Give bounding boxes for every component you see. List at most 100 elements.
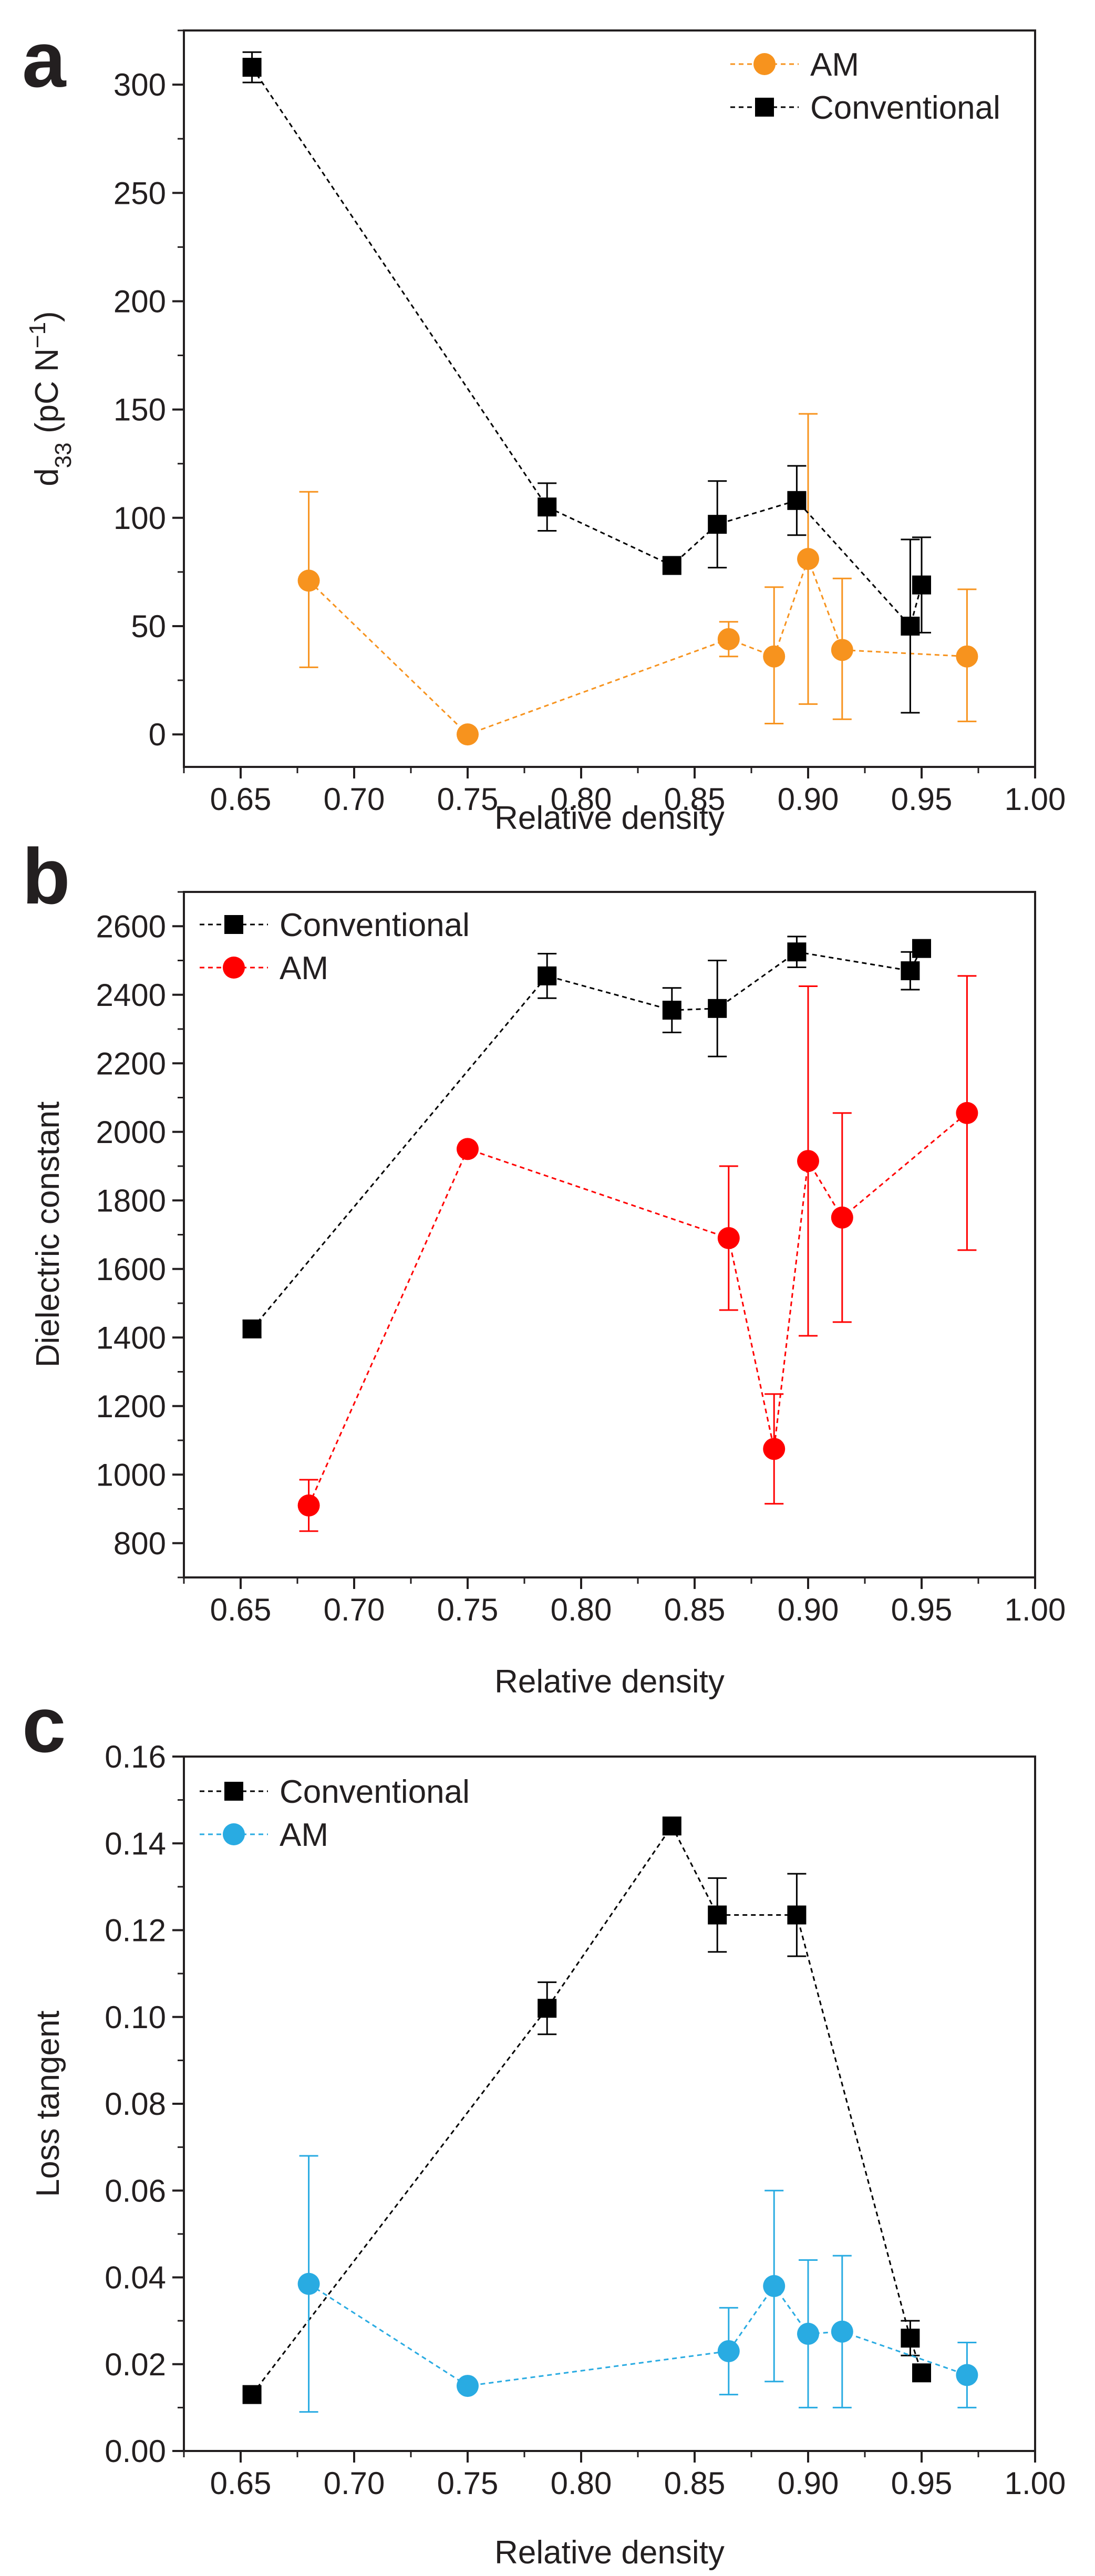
point-am-b xyxy=(831,1206,853,1229)
plot-a: 0.65 0.70 0.75 0.80 0.85 0.90 0.95 1.00 0 50 100 15… xyxy=(113,29,1066,817)
point-conventional-c xyxy=(708,1905,727,1925)
point-am-c xyxy=(763,2275,786,2298)
series-line-conventional-b xyxy=(251,948,923,1329)
point-am-c xyxy=(457,2375,479,2397)
y-axis-title-a: d33 (pC N−1) xyxy=(25,311,76,486)
y-axis-title-b: Dielectric constant xyxy=(30,1102,66,1368)
y-tick-label-c: 0.10 xyxy=(105,2000,166,2035)
point-conventional-c xyxy=(538,1999,557,2018)
x-tick-label-a: 1.00 xyxy=(1005,782,1066,817)
point-am-c xyxy=(956,2364,978,2386)
x-tick-label-a: 0.85 xyxy=(664,782,726,817)
point-am-b xyxy=(297,1494,320,1516)
y-tick-label-a: 300 xyxy=(113,67,166,102)
legend-marker-conventional-b xyxy=(224,915,243,934)
y-axis-title-c: Loss tangent xyxy=(30,2010,66,2197)
y-tick-label-a: 150 xyxy=(113,392,166,428)
x-tick-label-b: 0.70 xyxy=(324,1592,385,1627)
point-conventional-c xyxy=(912,2363,931,2383)
point-am-a xyxy=(457,723,479,746)
point-conventional-b xyxy=(708,999,727,1018)
point-am-a xyxy=(797,548,819,570)
x-tick-label-a: 0.70 xyxy=(324,782,385,817)
panel-letter-c: c xyxy=(22,1680,66,1769)
point-am-c xyxy=(297,2272,320,2295)
point-conventional-a xyxy=(787,491,807,510)
series-line-am-c xyxy=(308,2283,967,2387)
panel-letter-b: b xyxy=(22,832,70,920)
panel-b: b 0.65 0.70 0.75 0.80 0.85 0.90 0.95 1.00 800 100… xyxy=(22,832,1066,1700)
series-line-conventional-c xyxy=(251,1824,923,2395)
x-tick-label-c: 1.00 xyxy=(1005,2466,1066,2501)
x-tick-label-b: 1.00 xyxy=(1005,1592,1066,1627)
legend-label-am-c: AM xyxy=(280,1817,328,1853)
point-conventional-c xyxy=(787,1905,807,1925)
y-tick-label-a: 200 xyxy=(113,284,166,319)
point-conventional-b xyxy=(242,1319,262,1338)
legend-marker-conventional-a xyxy=(755,98,774,117)
y-tick-label-b: 1400 xyxy=(96,1320,166,1355)
y-tick-label-b: 1800 xyxy=(96,1183,166,1218)
y-tick-label-c: 0.16 xyxy=(105,1739,166,1774)
y-tick-label-c: 0.02 xyxy=(105,2347,166,2382)
x-tick-label-c: 0.80 xyxy=(551,2466,612,2501)
point-am-a xyxy=(717,628,740,650)
point-conventional-c xyxy=(662,1816,681,1836)
point-am-c xyxy=(831,2320,853,2343)
x-tick-label-c: 0.85 xyxy=(664,2466,726,2501)
point-am-a xyxy=(831,639,853,661)
series-line-conventional-a xyxy=(251,67,923,628)
x-tick-label-a: 0.90 xyxy=(778,782,839,817)
point-conventional-b xyxy=(662,1001,681,1020)
point-am-a xyxy=(297,569,320,592)
point-conventional-a xyxy=(662,556,681,575)
point-am-c xyxy=(717,2340,740,2362)
x-tick-label-a: 0.75 xyxy=(437,782,499,817)
y-tick-label-b: 1600 xyxy=(96,1252,166,1287)
y-tick-label-b: 2200 xyxy=(96,1046,166,1081)
y-tick-label-c: 0.06 xyxy=(105,2173,166,2208)
y-tick-label-b: 1200 xyxy=(96,1389,166,1424)
y-tick-label-a: 100 xyxy=(113,501,166,536)
x-tick-label-b: 0.80 xyxy=(551,1592,612,1627)
point-conventional-a xyxy=(538,497,557,517)
x-axis-title-c: Relative density xyxy=(494,2535,725,2571)
x-tick-label-c: 0.90 xyxy=(778,2466,839,2501)
y-tick-label-c: 0.14 xyxy=(105,1826,166,1861)
plot-area-b xyxy=(183,891,1036,1578)
y-tick-label-b: 2400 xyxy=(96,978,166,1013)
point-conventional-a xyxy=(901,616,920,636)
y-tick-label-a: 250 xyxy=(113,175,166,211)
y-tick-label-a: 0 xyxy=(149,717,166,752)
x-axis-title-b: Relative density xyxy=(494,1664,725,1700)
legend-label-conventional-a: Conventional xyxy=(810,90,1000,126)
x-tick-label-a: 0.80 xyxy=(551,782,612,817)
point-conventional-a xyxy=(912,575,931,595)
series-line-am-a xyxy=(308,556,967,735)
y-tick-label-b: 2600 xyxy=(96,909,166,944)
x-tick-label-c: 0.95 xyxy=(891,2466,953,2501)
x-tick-label-c: 0.70 xyxy=(324,2466,385,2501)
point-conventional-b xyxy=(787,942,807,962)
x-tick-label-b: 0.75 xyxy=(437,1592,499,1627)
legend-marker-am-c xyxy=(223,1823,245,1845)
legend-label-am-a: AM xyxy=(810,47,859,83)
legend-marker-am-a xyxy=(753,53,776,75)
y-tick-label-c: 0.12 xyxy=(105,1913,166,1948)
panel-letter-a: a xyxy=(22,15,67,103)
point-conventional-a xyxy=(708,515,727,534)
point-am-b xyxy=(717,1227,740,1250)
y-tick-label-b: 800 xyxy=(113,1526,166,1561)
point-conventional-b xyxy=(901,961,920,981)
y-tick-label-a: 50 xyxy=(131,609,166,644)
point-conventional-b xyxy=(912,939,931,958)
point-am-b xyxy=(797,1150,819,1172)
plot-c: 0.65 0.70 0.75 0.80 0.85 0.90 0.95 1.00 0.00 0.02… xyxy=(105,1739,1066,2501)
legend-marker-am-b xyxy=(223,957,245,979)
x-tick-label-a: 0.95 xyxy=(891,782,953,817)
x-tick-label-a: 0.65 xyxy=(210,782,272,817)
x-tick-label-b: 0.65 xyxy=(210,1592,272,1627)
y-tick-label-c: 0.00 xyxy=(105,2434,166,2469)
legend-label-am-b: AM xyxy=(280,950,328,986)
